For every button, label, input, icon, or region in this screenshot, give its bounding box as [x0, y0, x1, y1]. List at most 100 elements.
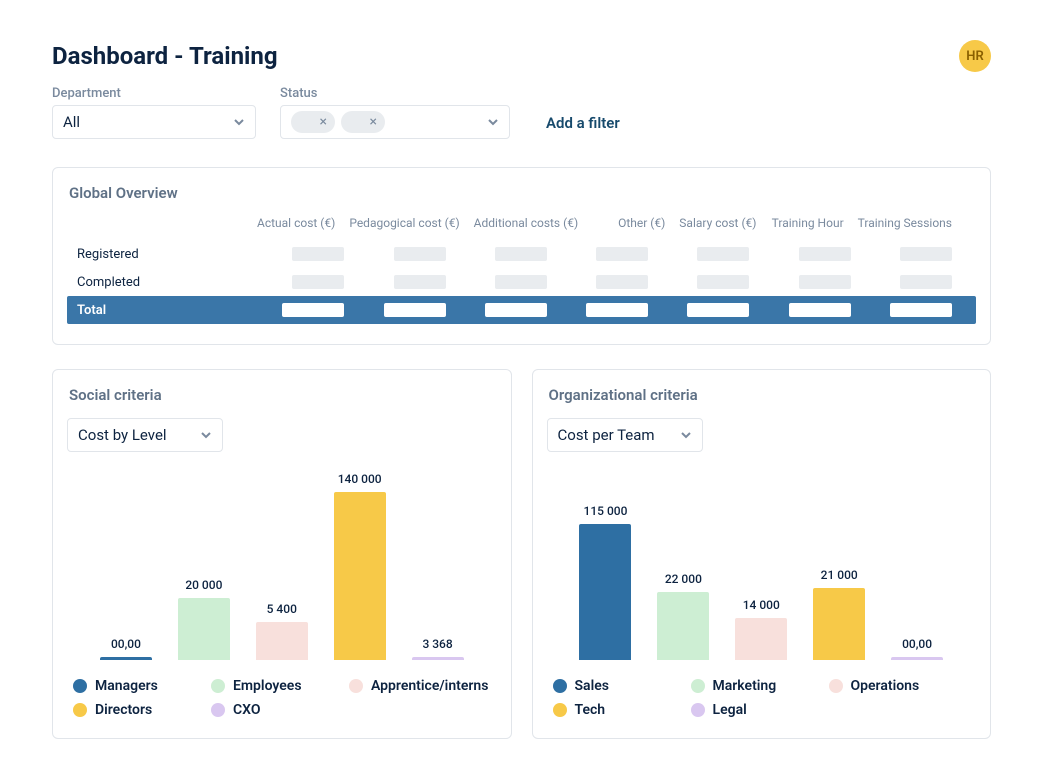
chart-bar-label: 22 000 — [665, 572, 702, 586]
status-select[interactable]: × × — [280, 105, 510, 139]
chart-bar-label: 20 000 — [185, 578, 222, 592]
legend-label: Tech — [575, 702, 606, 718]
social-legend: Managers Employees Apprentice/interns Direc… — [67, 678, 497, 718]
social-chart-select[interactable]: Cost by Level — [67, 418, 223, 452]
legend-dot-icon — [349, 679, 363, 693]
table-col-header: Pedagogical cost (€) — [349, 216, 473, 230]
legend-item: Managers — [73, 678, 193, 694]
social-criteria-title: Social criteria — [67, 386, 497, 404]
filter-department: Department All — [52, 86, 256, 139]
status-chip[interactable]: × — [341, 111, 385, 133]
filters-row: Department All Status × × Add a filter — [52, 86, 991, 139]
table-cell — [865, 247, 966, 261]
table-cell — [257, 247, 358, 261]
chart-bar-label: 5 400 — [267, 602, 297, 616]
chevron-down-icon — [233, 116, 245, 128]
chart-bar — [813, 588, 865, 660]
chevron-down-icon — [680, 429, 692, 441]
table-col-header: Training Sessions — [858, 216, 966, 230]
chart-bar — [100, 657, 152, 660]
chart-bar-label: 14 000 — [743, 598, 780, 612]
chart-bar-column: 14 000 — [722, 470, 800, 660]
table-cell — [561, 247, 662, 261]
table-col-header: Actual cost (€) — [257, 216, 349, 230]
table-cell — [763, 303, 864, 317]
status-chips: × × — [291, 111, 385, 133]
chart-bar-label: 3 368 — [422, 637, 452, 651]
close-icon[interactable]: × — [320, 115, 327, 129]
org-chart: 115 000 22 000 14 000 21 000 00,00 — [547, 470, 977, 660]
chart-bar-label: 115 000 — [584, 504, 628, 518]
legend-dot-icon — [211, 679, 225, 693]
filter-label-status: Status — [280, 86, 510, 101]
table-cell — [257, 303, 358, 317]
table-cell — [662, 303, 763, 317]
org-criteria-card: Organizational criteria Cost per Team 11… — [532, 369, 992, 739]
legend-label: Directors — [95, 702, 152, 718]
legend-item: CXO — [211, 702, 331, 718]
chart-bar-label: 00,00 — [902, 637, 932, 651]
table-cell — [561, 275, 662, 289]
chart-bar-column: 00,00 — [878, 470, 956, 660]
legend-label: Managers — [95, 678, 158, 694]
chart-bar — [334, 492, 386, 660]
table-row: Registered — [67, 240, 976, 268]
chart-bar-column: 115 000 — [567, 470, 645, 660]
social-criteria-card: Social criteria Cost by Level 00,00 20 00… — [52, 369, 512, 739]
table-cell — [460, 247, 561, 261]
table-cell — [865, 275, 966, 289]
table-cell — [662, 275, 763, 289]
legend-label: Legal — [713, 702, 747, 718]
legend-dot-icon — [553, 703, 567, 717]
table-cell — [460, 303, 561, 317]
legend-dot-icon — [73, 679, 87, 693]
legend-item: Employees — [211, 678, 331, 694]
table-cell — [763, 247, 864, 261]
legend-dot-icon — [73, 703, 87, 717]
chart-bar-column: 21 000 — [800, 470, 878, 660]
department-select[interactable]: All — [52, 105, 256, 139]
legend-label: CXO — [233, 702, 261, 718]
table-cell — [460, 275, 561, 289]
department-select-value: All — [63, 113, 80, 131]
chart-bar-column: 22 000 — [644, 470, 722, 660]
org-chart-select[interactable]: Cost per Team — [547, 418, 703, 452]
chart-bar — [735, 618, 787, 660]
legend-dot-icon — [211, 703, 225, 717]
table-row: Completed — [67, 268, 976, 296]
table-total-label: Total — [67, 303, 257, 318]
avatar[interactable]: HR — [959, 40, 991, 72]
chart-bar-label: 21 000 — [821, 568, 858, 582]
chart-bar-column: 140 000 — [321, 470, 399, 660]
close-icon[interactable]: × — [370, 115, 377, 129]
chevron-down-icon — [487, 116, 499, 128]
chart-bar-label: 00,00 — [111, 637, 141, 651]
global-overview-table: Actual cost (€)Pedagogical cost (€)Addit… — [67, 216, 976, 324]
chart-bar — [579, 524, 631, 660]
status-chip[interactable]: × — [291, 111, 335, 133]
legend-item: Tech — [553, 702, 673, 718]
global-overview-title: Global Overview — [67, 184, 976, 202]
legend-item: Sales — [553, 678, 673, 694]
table-cell — [358, 247, 459, 261]
legend-label: Sales — [575, 678, 609, 694]
legend-dot-icon — [553, 679, 567, 693]
table-col-header: Salary cost (€) — [679, 216, 770, 230]
chevron-down-icon — [200, 429, 212, 441]
legend-item: Marketing — [691, 678, 811, 694]
org-criteria-title: Organizational criteria — [547, 386, 977, 404]
org-chart-select-value: Cost per Team — [558, 426, 655, 444]
table-col-header: Additional costs (€) — [474, 216, 592, 230]
filter-label-department: Department — [52, 86, 256, 101]
page-header: Dashboard - Training HR — [52, 40, 991, 72]
chart-bar-column: 00,00 — [87, 470, 165, 660]
chart-bar-column: 20 000 — [165, 470, 243, 660]
legend-dot-icon — [691, 679, 705, 693]
filter-status: Status × × — [280, 86, 510, 139]
legend-label: Apprentice/interns — [371, 678, 488, 694]
table-total-row: Total — [67, 296, 976, 324]
add-filter-button[interactable]: Add a filter — [546, 114, 620, 132]
legend-dot-icon — [829, 679, 843, 693]
table-cell — [662, 247, 763, 261]
chart-bar — [657, 592, 709, 660]
